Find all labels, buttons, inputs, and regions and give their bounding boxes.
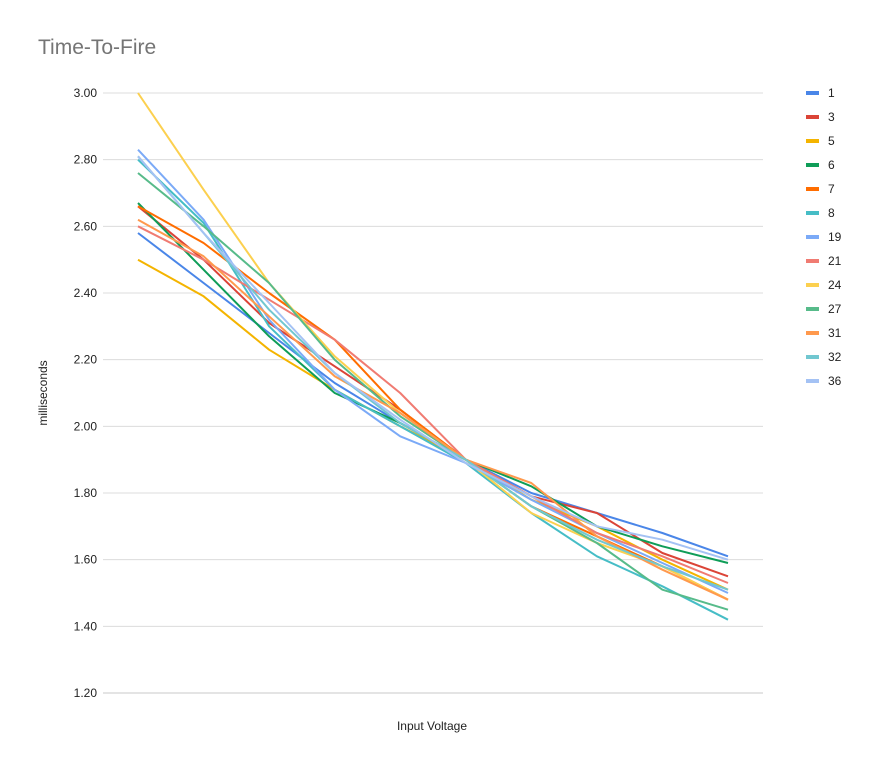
- series-line-27: [137, 172, 729, 611]
- y-tick-label: 1.40: [74, 619, 98, 633]
- legend-label-21: 21: [828, 254, 842, 268]
- legend-label-8: 8: [828, 206, 835, 220]
- y-tick-label: 2.80: [74, 153, 98, 167]
- y-tick-label: 2.60: [74, 219, 98, 233]
- y-tick-label: 1.60: [74, 553, 98, 567]
- legend: 1 3 5 6 7 8 19 21 24 27 31 32 36: [806, 86, 842, 388]
- y-tick-label: 2.20: [74, 353, 98, 367]
- chart-title: Time-To-Fire: [38, 36, 157, 59]
- legend-label-24: 24: [828, 278, 842, 292]
- legend-label-3: 3: [828, 110, 835, 124]
- legend-label-6: 6: [828, 158, 835, 172]
- legend-label-5: 5: [828, 134, 835, 148]
- legend-label-27: 27: [828, 302, 842, 316]
- y-tick-label: 2.00: [74, 419, 98, 433]
- series-line-7: [137, 205, 729, 601]
- legend-label-19: 19: [828, 230, 842, 244]
- series-line-31: [137, 218, 729, 601]
- y-tick-label: 1.80: [74, 486, 98, 500]
- legend-label-36: 36: [828, 374, 842, 388]
- series-line-36: [137, 155, 729, 561]
- y-tick-label: 2.40: [74, 286, 98, 300]
- series-line-19: [137, 149, 729, 594]
- gridlines: [103, 92, 763, 694]
- series-line-8: [137, 158, 729, 621]
- legend-label-1: 1: [828, 86, 835, 100]
- legend-label-32: 32: [828, 350, 842, 364]
- y-axis-label: milliseconds: [36, 360, 50, 425]
- y-axis-ticks: 1.20 1.40 1.60 1.80 2.00 2.20 2.40 2.60 2.80 3.00: [74, 86, 98, 700]
- x-axis-label: Input Voltage: [397, 719, 467, 733]
- series-line-21: [137, 225, 729, 584]
- series-line-5: [137, 258, 729, 591]
- y-tick-label: 1.20: [74, 686, 98, 700]
- series-lines: [137, 92, 729, 621]
- series-line-3: [137, 205, 729, 578]
- legend-label-7: 7: [828, 182, 835, 196]
- legend-label-31: 31: [828, 326, 842, 340]
- series-line-24: [137, 92, 729, 601]
- y-tick-label: 3.00: [74, 86, 98, 100]
